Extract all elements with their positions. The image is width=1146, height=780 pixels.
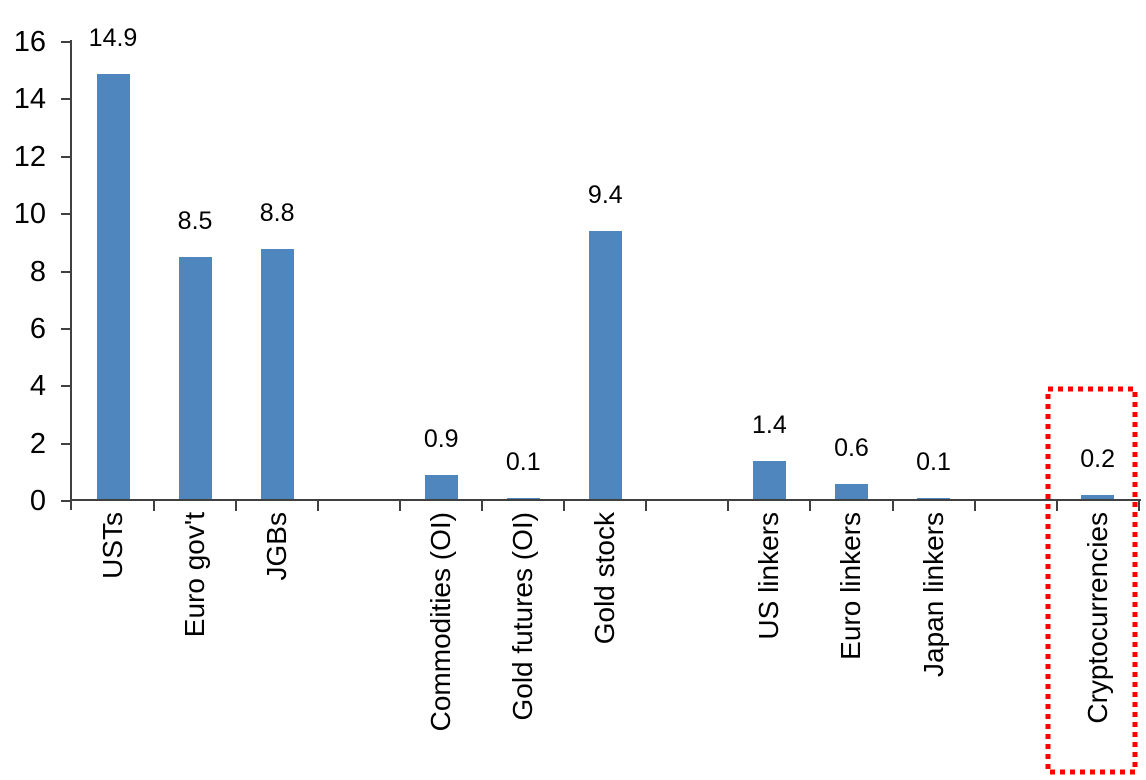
x-tick: [891, 500, 894, 511]
bar-jgbs: [260, 249, 294, 501]
category-label-cryptocurrencies: Cryptocurrencies: [1081, 512, 1113, 724]
x-tick: [235, 500, 238, 511]
category-label-usts: USTs: [97, 512, 129, 579]
value-label-gold-futures-oi: 0.1: [505, 448, 541, 476]
value-label-us-linkers: 1.4: [752, 411, 787, 439]
y-axis-line: [70, 40, 72, 510]
category-label-japan-linkers: Japan linkers: [917, 512, 949, 677]
bar-commodities-oi: [424, 475, 458, 501]
x-tick: [153, 500, 156, 511]
category-label-euro-gov-t: Euro gov't: [179, 512, 211, 638]
y-tick-label: 2: [29, 427, 46, 460]
x-tick: [973, 500, 976, 511]
value-label-commodities-oi: 0.9: [423, 425, 459, 453]
y-tick: [61, 41, 71, 43]
y-tick: [61, 500, 71, 502]
value-label-jgbs: 8.8: [259, 199, 295, 227]
x-tick: [481, 500, 484, 511]
category-label-us-linkers: US linkers: [753, 512, 785, 640]
y-tick: [61, 385, 71, 388]
value-label-usts: 14.9: [88, 24, 138, 52]
y-tick: [61, 327, 71, 330]
category-label-jgbs: JGBs: [261, 512, 293, 581]
x-tick: [809, 500, 812, 511]
value-label-euro-gov-t: 8.5: [177, 207, 213, 235]
y-tick-label: 10: [13, 198, 46, 231]
bar-us-linkers: [752, 461, 786, 501]
x-tick: [1055, 500, 1058, 511]
bar-usts: [96, 74, 130, 501]
y-tick: [61, 213, 71, 216]
y-tick-label: 8: [29, 255, 46, 288]
y-tick-label: 12: [13, 140, 46, 173]
y-tick: [61, 270, 71, 273]
category-label-commodities-oi: Commodities (OI): [425, 512, 457, 732]
x-axis-line: [70, 499, 1141, 501]
x-tick: [1137, 500, 1140, 511]
category-label-euro-linkers: Euro linkers: [835, 512, 867, 660]
y-tick: [61, 98, 71, 101]
value-label-cryptocurrencies: 0.2: [1080, 445, 1115, 473]
bar-euro-gov-t: [178, 257, 212, 501]
y-tick-label: 6: [29, 312, 46, 345]
x-tick: [645, 500, 648, 511]
x-tick: [727, 500, 730, 511]
y-tick-label: 4: [29, 370, 46, 403]
y-tick: [61, 155, 71, 158]
bar-gold-stock: [588, 231, 622, 501]
bar-euro-linkers: [834, 484, 868, 501]
y-tick-label: 0: [29, 485, 46, 517]
value-label-euro-linkers: 0.6: [834, 434, 869, 462]
y-tick-label: 14: [13, 83, 46, 116]
x-tick: [563, 500, 566, 511]
category-label-gold-futures-oi: Gold futures (OI): [507, 512, 539, 721]
value-label-japan-linkers: 0.1: [916, 448, 951, 476]
value-label-gold-stock: 9.4: [587, 181, 623, 209]
x-tick: [317, 500, 320, 511]
x-tick: [399, 500, 402, 511]
category-label-gold-stock: Gold stock: [589, 512, 621, 645]
y-tick-label: 16: [13, 26, 46, 58]
y-tick: [61, 442, 71, 445]
